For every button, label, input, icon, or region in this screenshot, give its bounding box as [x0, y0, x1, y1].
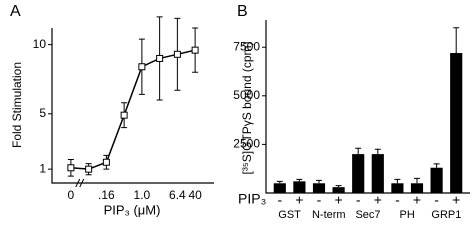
x-tick-label: 1.0: [134, 188, 151, 202]
point: [173, 50, 181, 58]
error-bar: [414, 177, 420, 184]
y-tick-label: 5000: [233, 88, 260, 102]
y-tick-label: 7500: [233, 39, 260, 53]
error-bar: [394, 178, 401, 184]
bar: [352, 154, 365, 193]
figure: A B Fold Stimulation PIP₃ (μM) [³⁵S]GTPγ…: [10, 3, 470, 221]
point: [102, 158, 110, 166]
group-label: PH: [400, 209, 415, 221]
axes: [265, 20, 470, 194]
bar: [293, 181, 306, 193]
point: [120, 111, 128, 119]
x-tick-label: +: [452, 192, 460, 208]
y-axis-label: [³⁵S]GTPγS bound (cpm): [240, 41, 254, 174]
x-tick-label: 6.4: [169, 188, 186, 202]
x-tick-label: -: [277, 192, 282, 208]
x-tick-label: 40: [188, 188, 202, 202]
y-tick-label: 10: [33, 37, 47, 51]
x-tick-label: 0: [68, 188, 75, 202]
group-label: GST: [278, 209, 301, 221]
x-tick-label: +: [295, 192, 303, 208]
error-bar: [355, 147, 362, 155]
x-tick-label: +: [335, 192, 343, 208]
x-tick-label: -: [356, 192, 361, 208]
bar: [410, 183, 424, 193]
point: [67, 164, 75, 172]
axis-break: [75, 178, 85, 188]
error-bar: [374, 148, 381, 155]
x-tick-label: -: [434, 192, 439, 208]
x-tick-label: -: [317, 192, 322, 208]
y-axis-label: Fold Stimulation: [10, 62, 24, 148]
bar: [391, 183, 404, 193]
bar: [450, 53, 463, 193]
point: [85, 165, 93, 173]
row-label: PIP₃: [238, 191, 266, 207]
panel-label: A: [10, 3, 21, 20]
error-bar: [316, 179, 322, 184]
panel-label: B: [237, 3, 248, 20]
bar: [273, 183, 286, 193]
data-line: [70, 49, 196, 170]
error-bar: [296, 178, 303, 182]
point: [191, 46, 199, 54]
y-tick-label: 5: [39, 106, 46, 120]
error-bar: [433, 163, 440, 168]
point: [138, 63, 146, 71]
error-bar: [335, 185, 342, 188]
x-tick-label: +: [413, 192, 421, 208]
point: [156, 54, 164, 62]
x-tick-label: -: [395, 192, 400, 208]
x-tick-label: .16: [98, 188, 115, 202]
y-tick-label: 1: [39, 161, 46, 175]
bar: [312, 183, 326, 193]
group-label: GRP1: [431, 209, 461, 221]
bar: [430, 167, 443, 193]
bar: [371, 154, 384, 193]
group-label: Sec7: [355, 209, 380, 221]
bar: [332, 187, 345, 193]
group-label: N-term: [312, 209, 346, 221]
axes: [51, 28, 214, 184]
error-bar: [453, 27, 460, 54]
error-bar: [276, 180, 283, 184]
x-axis-label: PIP₃ (μM): [104, 202, 161, 217]
x-tick-label: +: [374, 192, 382, 208]
y-tick-label: 2500: [233, 137, 260, 151]
